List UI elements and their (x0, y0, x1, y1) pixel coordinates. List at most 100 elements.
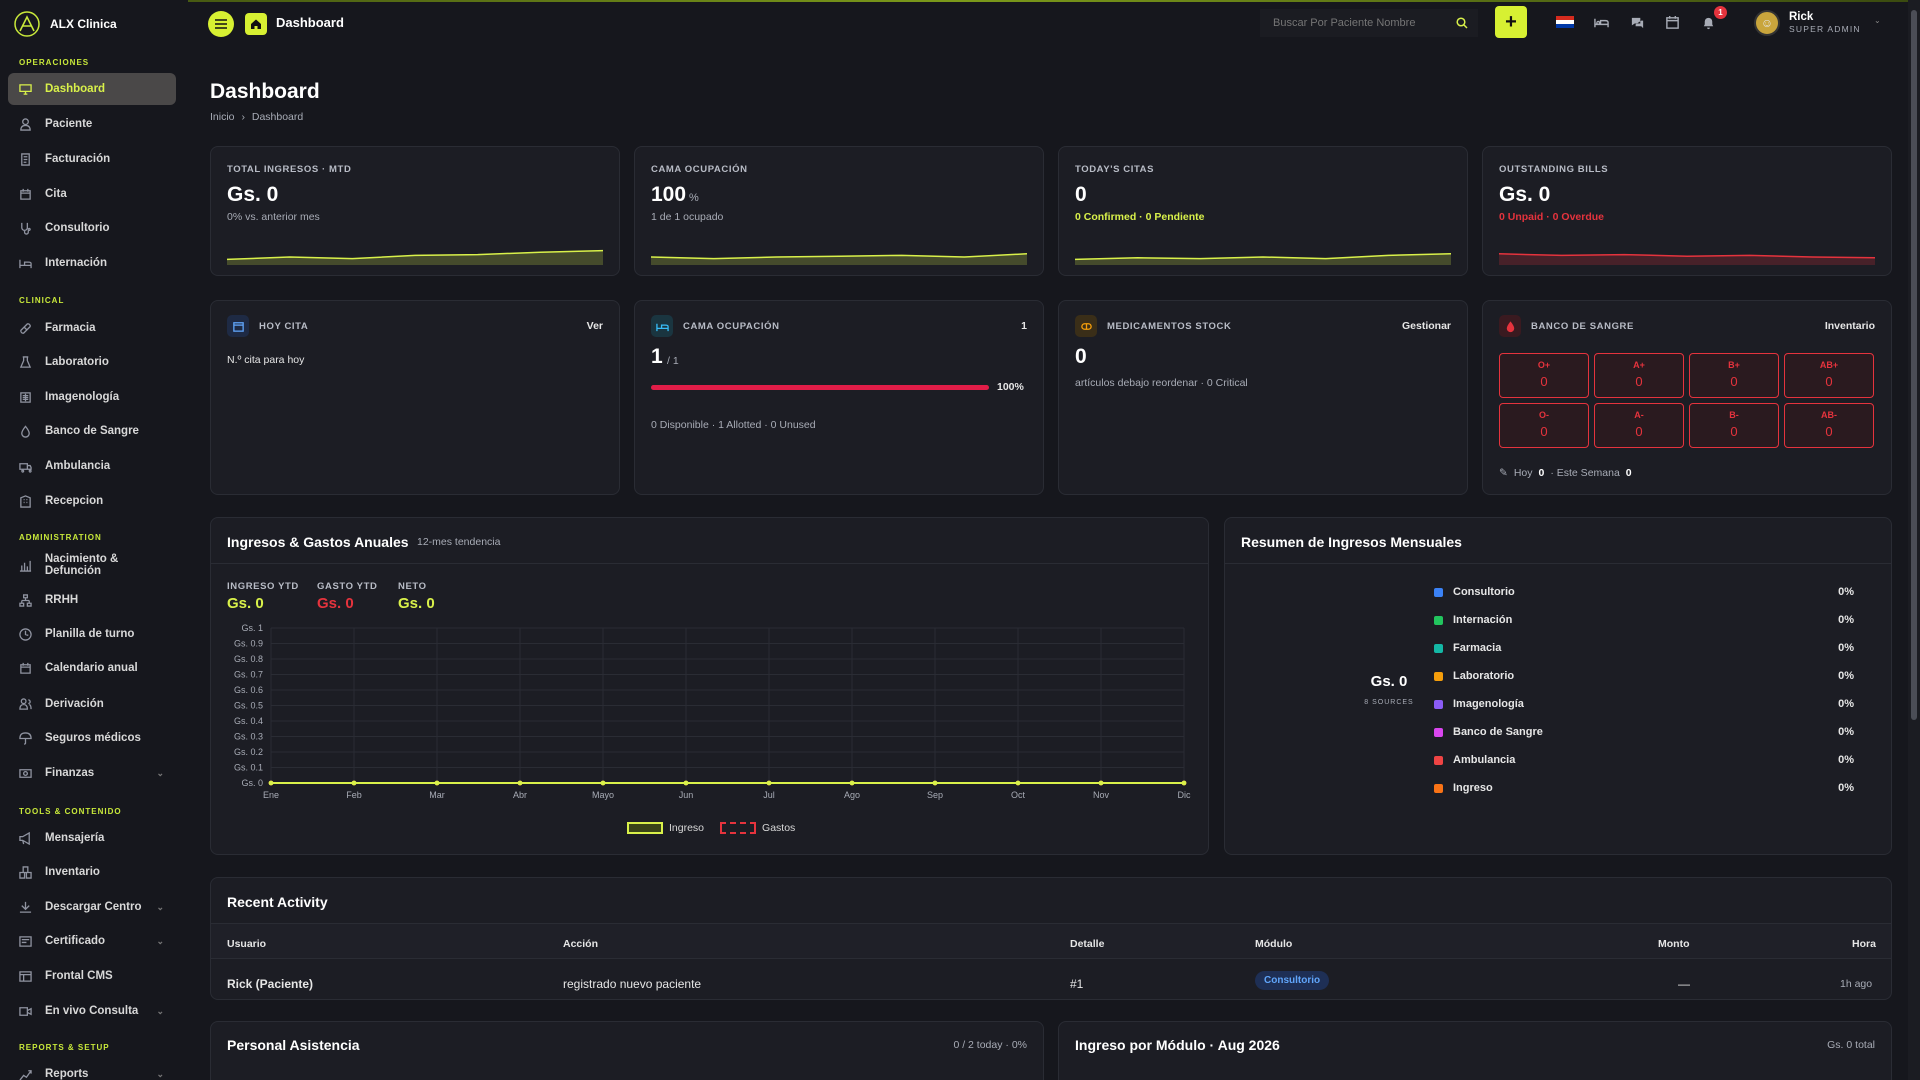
avatar[interactable]: ☺ (1754, 10, 1780, 36)
sidebar-item-planilla-de-turno[interactable]: Planilla de turno (8, 618, 176, 650)
sidebar-item-farmacia[interactable]: Farmacia (8, 312, 176, 344)
legend-swatch (1434, 615, 1443, 625)
revenue-source-row[interactable]: Banco de Sangre 0% (1434, 724, 1854, 740)
blood-group-O-neg[interactable]: O- 0 (1499, 403, 1589, 448)
sidebar-item-nacimiento-defunci-n[interactable]: Nacimiento & Defunción (8, 549, 176, 581)
data-point-ingreso[interactable] (1181, 780, 1187, 786)
data-point-ingreso[interactable] (849, 780, 855, 786)
annual-chart-card: Ingresos & Gastos Anuales 12-mes tendenc… (210, 517, 1209, 855)
card-title: BANCO DE SANGRE (1531, 321, 1634, 332)
sidebar-item-paciente[interactable]: Paciente (8, 108, 176, 140)
sidebar-item-recepcion[interactable]: Recepcion (8, 485, 176, 517)
search-input[interactable] (1260, 9, 1478, 37)
sidebar-item-banco-de-sangre[interactable]: Banco de Sangre (8, 415, 176, 447)
sidebar-item-inventario[interactable]: Inventario (8, 856, 176, 888)
sidebar-item-internaci-n[interactable]: Internación (8, 247, 176, 279)
sidebar-item-laboratorio[interactable]: Laboratorio (8, 346, 176, 378)
revenue-source-row[interactable]: Farmacia 0% (1434, 640, 1854, 656)
sidebar-item-label: Consultorio (45, 222, 110, 234)
home-button[interactable] (245, 13, 267, 35)
col-hora[interactable]: Hora (1852, 938, 1876, 950)
data-point-ingreso[interactable] (517, 780, 523, 786)
source-label: Consultorio (1453, 586, 1515, 598)
legend-swatch (1434, 699, 1443, 709)
legend-label-ingreso[interactable]: Ingreso (669, 822, 705, 834)
blood-group-A-neg[interactable]: A- 0 (1594, 403, 1684, 448)
legend-label-gastos[interactable]: Gastos (762, 822, 796, 834)
col-monto[interactable]: Monto (1658, 938, 1690, 950)
sidebar-item-label: Planilla de turno (45, 628, 135, 640)
sidebar-item-reports[interactable]: Reports ⌄ (8, 1058, 176, 1080)
blood-group-AB-pos[interactable]: AB+ 0 (1784, 353, 1874, 398)
blood-group-A-pos[interactable]: A+ 0 (1594, 353, 1684, 398)
bed-icon[interactable] (1592, 14, 1610, 30)
sidebar-item-finanzas[interactable]: Finanzas ⌄ (8, 757, 176, 789)
blood-group-type: A- (1634, 410, 1644, 420)
col-modulo[interactable]: Módulo (1255, 938, 1293, 950)
sidebar-item-certificado[interactable]: Certificado ⌄ (8, 925, 176, 957)
sidebar-item-cita[interactable]: Cita (8, 178, 176, 210)
sidebar-item-dashboard[interactable]: Dashboard (8, 73, 176, 105)
menu-toggle-button[interactable] (208, 11, 234, 37)
blood-group-B-pos[interactable]: B+ 0 (1689, 353, 1779, 398)
cell-usuario[interactable]: Rick (Paciente) (227, 977, 314, 991)
user-name[interactable]: Rick (1789, 11, 1814, 23)
sidebar-item-calendario-anual[interactable]: Calendario anual (8, 652, 176, 684)
data-point-ingreso[interactable] (1015, 780, 1021, 786)
boxes-icon (18, 865, 33, 880)
annual-stat-value: Gs. 0 (398, 595, 435, 612)
col-usuario[interactable]: Usuario (227, 938, 267, 950)
ver-link[interactable]: Ver (586, 320, 603, 332)
chart-icon (18, 558, 33, 573)
sidebar-item-en-vivo-consulta[interactable]: En vivo Consulta ⌄ (8, 995, 176, 1027)
sidebar-item-consultorio[interactable]: Consultorio (8, 212, 176, 244)
revenue-source-row[interactable]: Internación 0% (1434, 612, 1854, 628)
scrollbar[interactable] (1908, 0, 1920, 1080)
donut-center-value: Gs. 0 (1370, 673, 1408, 690)
revenue-source-row[interactable]: Consultorio 0% (1434, 584, 1854, 600)
chevron-down-icon[interactable]: ⌄ (1874, 16, 1881, 25)
top-accent-line (0, 0, 1920, 2)
data-point-ingreso[interactable] (932, 780, 938, 786)
add-button[interactable]: + (1495, 6, 1527, 38)
bell-icon[interactable] (1699, 14, 1717, 30)
breadcrumb-home[interactable]: Inicio (210, 111, 235, 123)
language-flag-icon[interactable] (1556, 16, 1574, 28)
blood-group-B-neg[interactable]: B- 0 (1689, 403, 1779, 448)
sidebar-item-mensajer-a[interactable]: Mensajería (8, 822, 176, 854)
col-detalle[interactable]: Detalle (1070, 938, 1105, 950)
data-point-ingreso[interactable] (766, 780, 772, 786)
sidebar-item-ambulancia[interactable]: Ambulancia (8, 450, 176, 482)
sidebar-item-descargar-centro[interactable]: Descargar Centro ⌄ (8, 891, 176, 923)
search-icon[interactable] (1456, 16, 1468, 34)
blood-group-AB-neg[interactable]: AB- 0 (1784, 403, 1874, 448)
blood-group-O-pos[interactable]: O+ 0 (1499, 353, 1589, 398)
chat-icon[interactable] (1628, 14, 1646, 30)
monitor-icon (18, 82, 33, 97)
sidebar-item-derivaci-n[interactable]: Derivación (8, 688, 176, 720)
data-point-ingreso[interactable] (683, 780, 689, 786)
sidebar-item-facturaci-n[interactable]: Facturación (8, 143, 176, 175)
scrollbar-thumb[interactable] (1911, 10, 1917, 720)
data-point-ingreso[interactable] (1098, 780, 1104, 786)
revenue-source-row[interactable]: Ingreso 0% (1434, 780, 1854, 796)
inventario-link[interactable]: Inventario (1824, 320, 1875, 332)
calendar-icon[interactable] (1663, 14, 1681, 30)
sidebar-item-imagenolog-a[interactable]: Imagenología (8, 381, 176, 413)
sidebar-item-label: Internación (45, 257, 107, 269)
revenue-source-row[interactable]: Laboratorio 0% (1434, 668, 1854, 684)
revenue-source-row[interactable]: Imagenología 0% (1434, 696, 1854, 712)
gestionar-link[interactable]: Gestionar (1401, 320, 1451, 332)
revenue-source-row[interactable]: Ambulancia 0% (1434, 752, 1854, 768)
data-point-ingreso[interactable] (600, 780, 606, 786)
brand-name: ALX Clinica (50, 17, 117, 31)
data-point-ingreso[interactable] (351, 780, 357, 786)
sidebar-item-seguros-m-dicos[interactable]: Seguros médicos (8, 722, 176, 754)
brand[interactable]: ALX Clinica (14, 11, 117, 37)
data-point-ingreso[interactable] (434, 780, 440, 786)
sidebar-item-frontal-cms[interactable]: Frontal CMS (8, 960, 176, 992)
col-accion[interactable]: Acción (563, 938, 599, 950)
data-point-ingreso[interactable] (268, 780, 274, 786)
sidebar-item-rrhh[interactable]: RRHH (8, 584, 176, 616)
sidebar: ALX Clinica OPERACIONES CLINICAL ADMINISTR… (0, 0, 188, 1080)
